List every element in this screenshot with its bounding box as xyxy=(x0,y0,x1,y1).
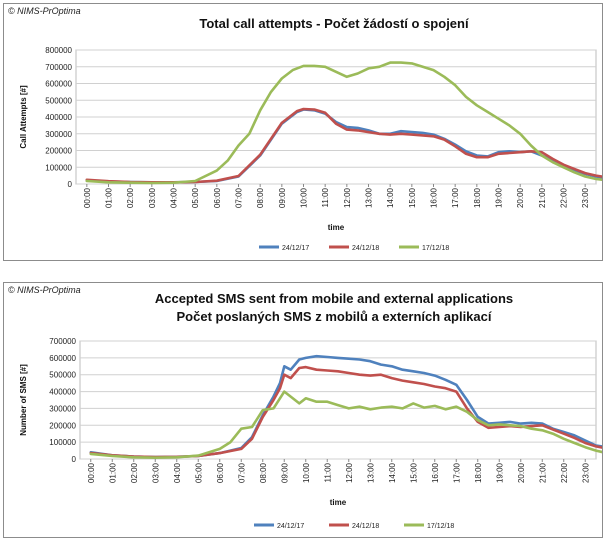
x-tick-label: 23:00 xyxy=(581,187,590,208)
x-tick-label: 15:00 xyxy=(408,187,417,208)
y-tick-label: 400000 xyxy=(49,388,76,397)
x-tick-label: 02:00 xyxy=(130,462,139,483)
y-tick-label: 0 xyxy=(72,455,77,464)
legend-label: 24/12/17 xyxy=(277,523,304,530)
x-tick-label: 21:00 xyxy=(538,187,547,208)
series-line xyxy=(89,390,602,459)
x-tick-label: 13:00 xyxy=(365,187,374,208)
y-tick-label: 700000 xyxy=(45,63,72,72)
credit-label: © NIMS-PrOptima xyxy=(8,285,81,295)
legend-label: 17/12/18 xyxy=(427,523,454,530)
call-attempts-chart: Total call attempts - Počet žádostí o sp… xyxy=(19,16,602,252)
x-tick-label: 17:00 xyxy=(452,462,461,483)
x-tick-label: 17:00 xyxy=(451,187,460,208)
x-tick-label: 01:00 xyxy=(105,187,114,208)
x-tick-label: 15:00 xyxy=(409,462,418,483)
y-tick-label: 0 xyxy=(68,180,73,189)
y-axis-label: Number of SMS [#] xyxy=(19,364,28,436)
x-tick-label: 16:00 xyxy=(430,187,439,208)
y-tick-label: 100000 xyxy=(45,163,72,172)
y-tick-label: 500000 xyxy=(45,96,72,105)
x-tick-label: 18:00 xyxy=(473,187,482,208)
x-tick-label: 05:00 xyxy=(191,187,200,208)
chart-title: Accepted SMS sent from mobile and extern… xyxy=(155,291,513,306)
legend-label: 24/12/18 xyxy=(352,245,379,252)
x-tick-label: 12:00 xyxy=(343,187,352,208)
y-tick-label: 500000 xyxy=(49,371,76,380)
x-tick-label: 00:00 xyxy=(87,462,96,483)
x-tick-label: 04:00 xyxy=(173,462,182,483)
y-tick-label: 400000 xyxy=(45,113,72,122)
x-tick-label: 18:00 xyxy=(474,462,483,483)
series-line xyxy=(85,61,602,185)
sms-chart-panel: © NIMS-PrOptima Accepted SMS sent from m… xyxy=(3,282,603,538)
y-tick-label: 700000 xyxy=(49,337,76,346)
y-axis-label: Call Attempts [#] xyxy=(19,85,28,149)
chart-title: Total call attempts - Počet žádostí o sp… xyxy=(199,16,469,31)
x-tick-label: 08:00 xyxy=(259,462,268,483)
x-tick-label: 03:00 xyxy=(151,462,160,483)
chart-title: Počet poslaných SMS z mobilů a externích… xyxy=(177,309,492,324)
x-tick-label: 11:00 xyxy=(321,187,330,207)
legend-label: 24/12/17 xyxy=(282,245,309,252)
series-line xyxy=(89,365,602,459)
x-tick-label: 22:00 xyxy=(560,462,569,483)
x-tick-label: 01:00 xyxy=(108,462,117,483)
x-tick-label: 21:00 xyxy=(538,462,547,483)
call-attempts-chart-panel: © NIMS-PrOptima Total call attempts - Po… xyxy=(3,3,603,261)
x-tick-label: 11:00 xyxy=(323,462,332,482)
x-axis-label: time xyxy=(328,223,345,232)
x-tick-label: 03:00 xyxy=(148,187,157,208)
legend-label: 17/12/18 xyxy=(422,245,449,252)
x-tick-label: 14:00 xyxy=(386,187,395,208)
x-tick-label: 00:00 xyxy=(83,187,92,208)
x-tick-label: 19:00 xyxy=(495,462,504,483)
sms-chart: Accepted SMS sent from mobile and extern… xyxy=(19,291,602,530)
x-tick-label: 04:00 xyxy=(170,187,179,208)
y-tick-label: 600000 xyxy=(49,354,76,363)
x-tick-label: 06:00 xyxy=(216,462,225,483)
x-tick-label: 07:00 xyxy=(237,462,246,483)
legend-label: 24/12/18 xyxy=(352,523,379,530)
y-tick-label: 300000 xyxy=(49,404,76,413)
x-tick-label: 09:00 xyxy=(280,462,289,483)
x-axis-label: time xyxy=(330,498,347,507)
x-tick-label: 23:00 xyxy=(581,462,590,483)
x-tick-label: 22:00 xyxy=(560,187,569,208)
plot-area xyxy=(79,340,597,460)
x-tick-label: 08:00 xyxy=(256,187,265,208)
x-tick-label: 20:00 xyxy=(517,462,526,483)
y-tick-label: 200000 xyxy=(45,147,72,156)
x-tick-label: 06:00 xyxy=(213,187,222,208)
x-tick-label: 10:00 xyxy=(300,187,309,208)
x-tick-label: 14:00 xyxy=(388,462,397,483)
x-tick-label: 20:00 xyxy=(516,187,525,208)
x-tick-label: 19:00 xyxy=(495,187,504,208)
y-tick-label: 300000 xyxy=(45,130,72,139)
x-tick-label: 16:00 xyxy=(431,462,440,483)
x-tick-label: 05:00 xyxy=(194,462,203,483)
y-tick-label: 200000 xyxy=(49,421,76,430)
y-tick-label: 600000 xyxy=(45,80,72,89)
x-tick-label: 13:00 xyxy=(366,462,375,483)
x-tick-label: 12:00 xyxy=(345,462,354,483)
credit-label: © NIMS-PrOptima xyxy=(8,6,81,16)
x-tick-label: 07:00 xyxy=(235,187,244,208)
y-tick-label: 800000 xyxy=(45,46,72,55)
x-tick-label: 10:00 xyxy=(302,462,311,483)
y-tick-label: 100000 xyxy=(49,438,76,447)
x-tick-label: 02:00 xyxy=(126,187,135,208)
x-tick-label: 09:00 xyxy=(278,187,287,208)
